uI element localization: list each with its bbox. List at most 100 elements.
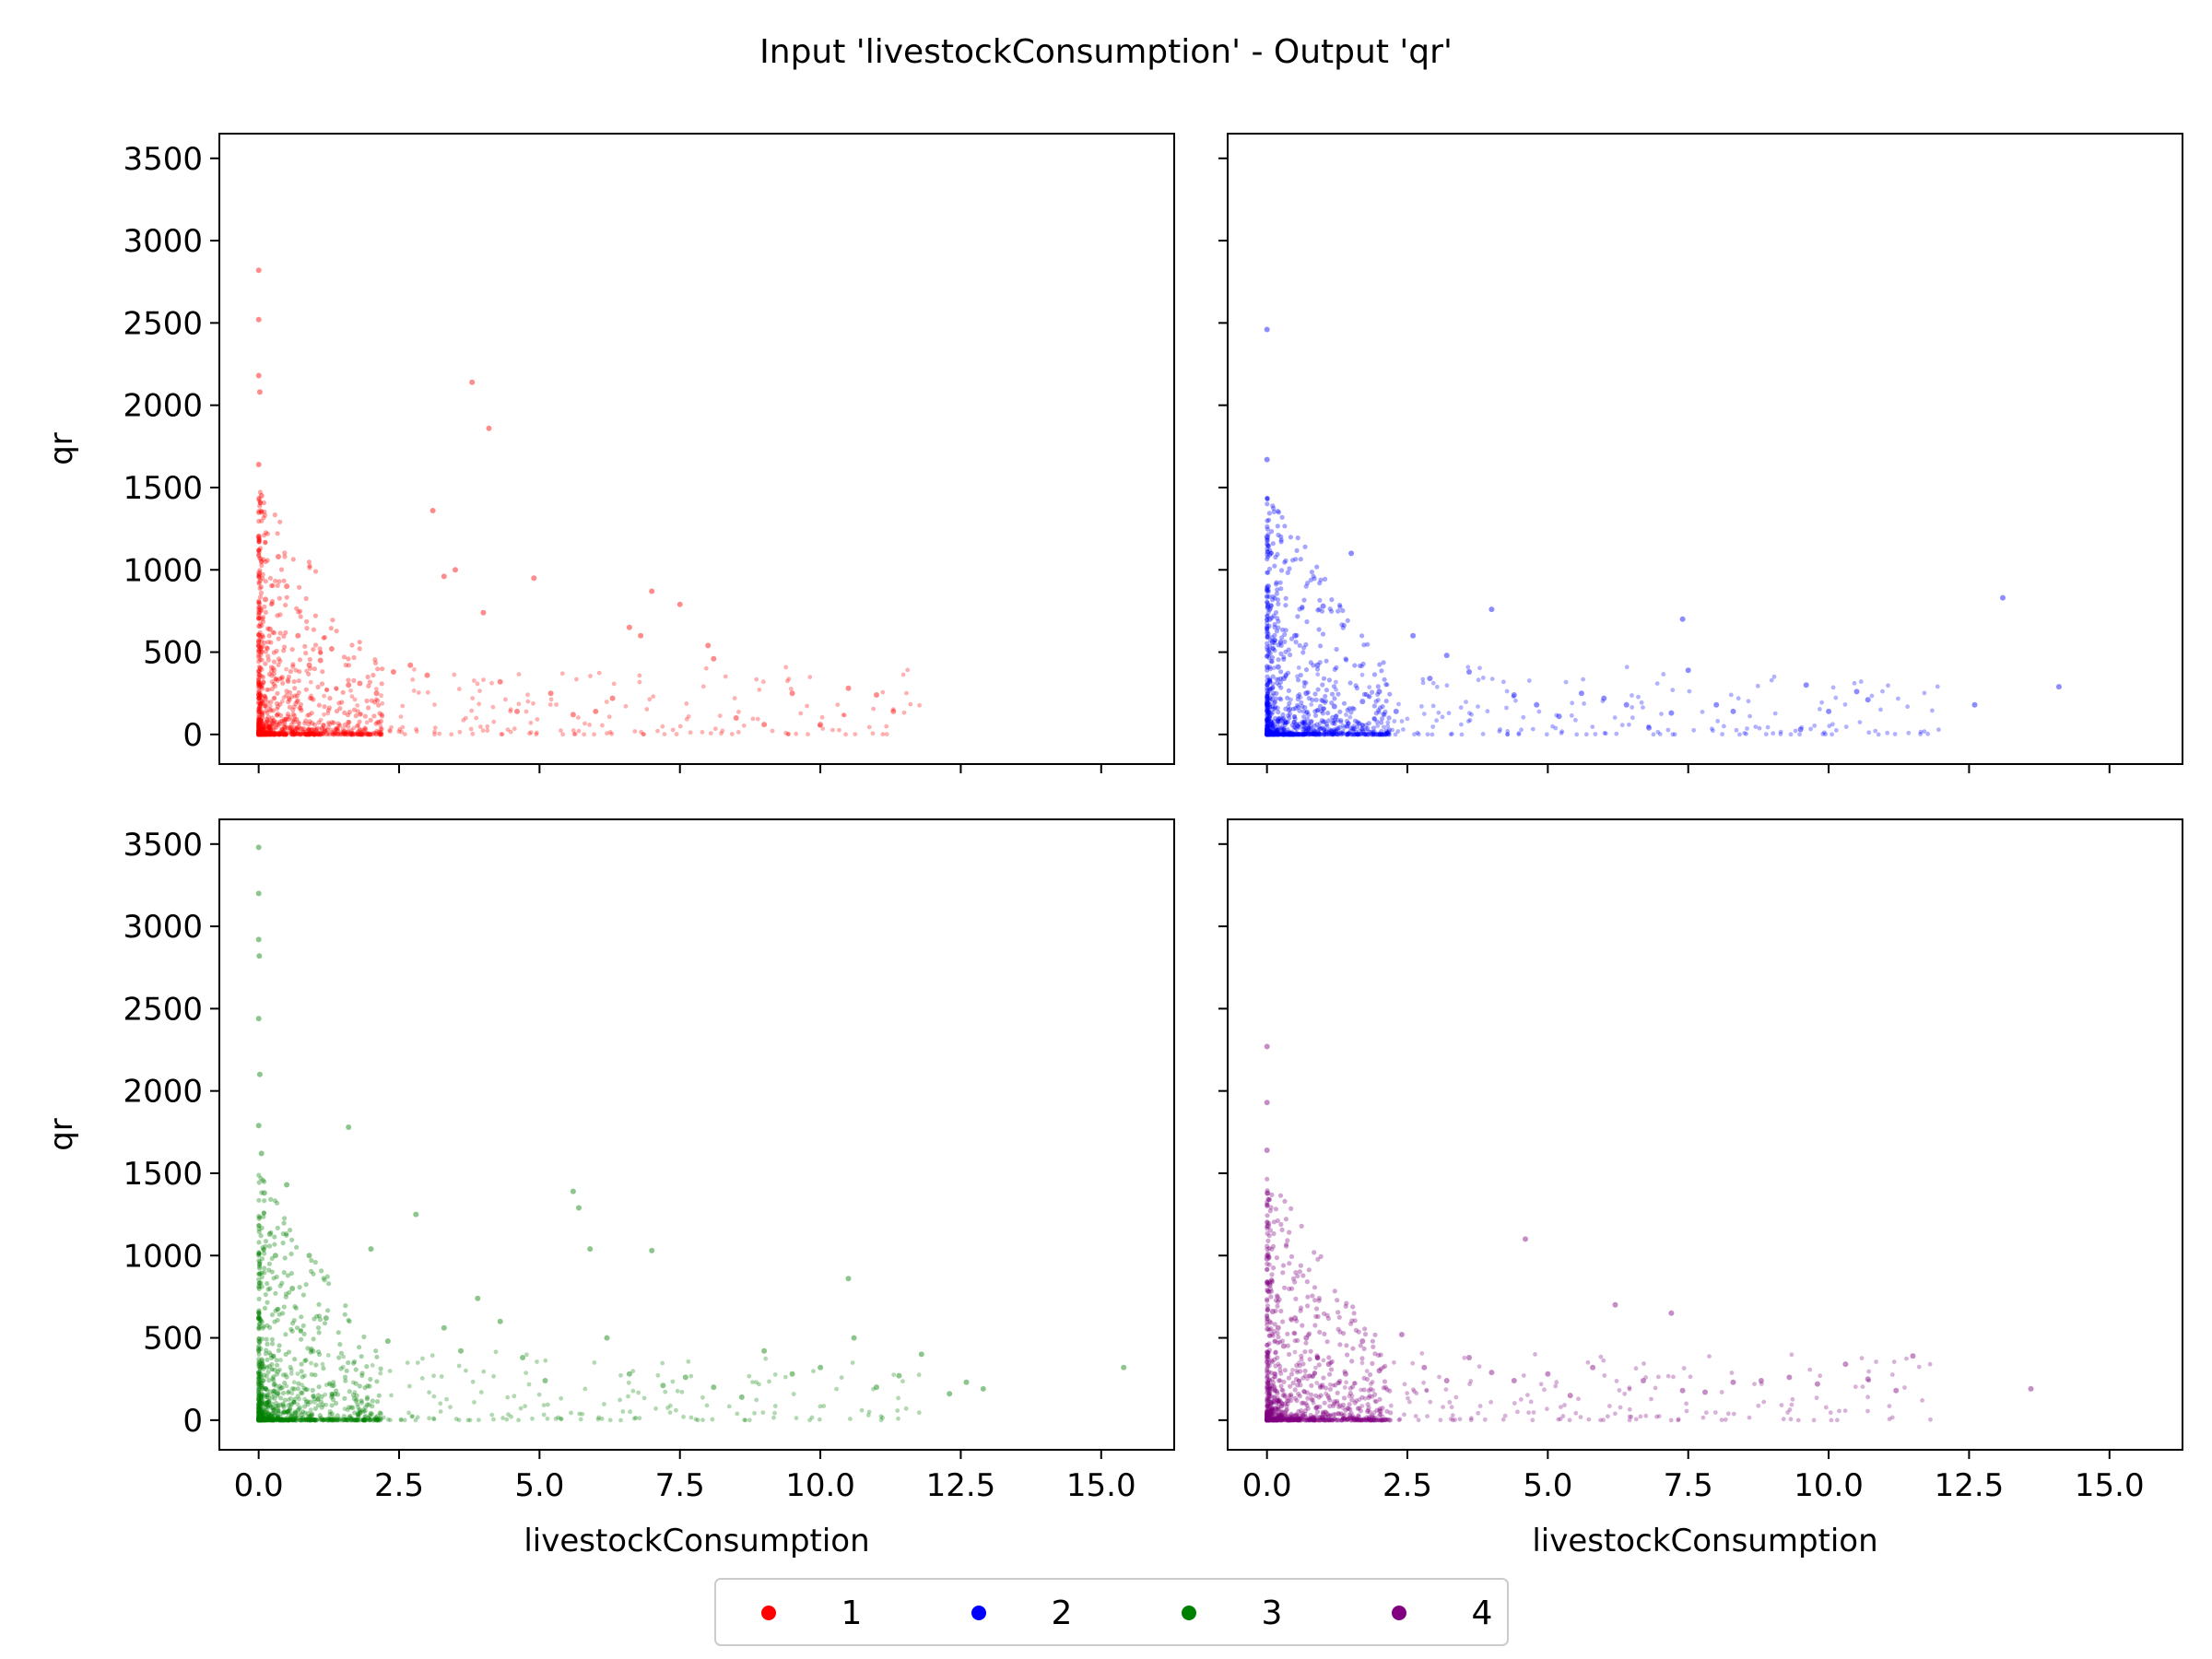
- scatter-point: [1437, 1374, 1441, 1380]
- scatter-point: [259, 1418, 265, 1423]
- scatter-point: [1368, 1386, 1373, 1392]
- scatter-point: [289, 726, 295, 732]
- scatter-point: [1322, 1418, 1327, 1423]
- scatter-point: [276, 662, 281, 668]
- scatter-point: [1270, 730, 1276, 735]
- scatter-point: [256, 723, 262, 728]
- scatter-point: [1288, 1392, 1294, 1397]
- scatter-point: [354, 1393, 359, 1398]
- scatter-point: [258, 1374, 265, 1380]
- scatter-point: [1265, 1404, 1271, 1409]
- scatter-point: [1299, 1353, 1304, 1359]
- scatter-point: [258, 731, 264, 736]
- scatter-point: [286, 678, 291, 685]
- scatter-point: [296, 1406, 301, 1412]
- scatter-point: [1265, 1349, 1271, 1355]
- scatter-point: [256, 1411, 262, 1417]
- scatter-point: [1303, 731, 1309, 736]
- scatter-point: [291, 704, 297, 710]
- scatter-point: [1274, 731, 1279, 736]
- scatter-point: [342, 729, 347, 735]
- scatter-point: [284, 666, 288, 672]
- scatter-point: [355, 709, 360, 714]
- scatter-point: [345, 1418, 350, 1423]
- scatter-point: [279, 1417, 285, 1422]
- scatter-point: [1367, 694, 1372, 700]
- scatter-point: [1278, 1371, 1284, 1376]
- scatter-point: [289, 1413, 295, 1418]
- scatter-point: [370, 1418, 375, 1423]
- data-point: [705, 642, 712, 649]
- scatter-point: [1332, 1288, 1337, 1294]
- scatter-point: [291, 1380, 297, 1385]
- scatter-point: [309, 1417, 314, 1422]
- scatter-point: [1267, 1411, 1274, 1417]
- scatter-point: [1300, 731, 1306, 737]
- scatter-point: [268, 700, 274, 705]
- scatter-point: [341, 1417, 347, 1422]
- scatter-point: [1292, 1395, 1298, 1401]
- scatter-point: [1291, 724, 1297, 730]
- scatter-point: [1288, 732, 1294, 737]
- data-point: [660, 1382, 666, 1389]
- scatter-point: [1271, 505, 1277, 512]
- scatter-point: [283, 732, 288, 737]
- scatter-point: [1342, 1418, 1347, 1423]
- scatter-point: [1265, 732, 1270, 737]
- scatter-point: [1265, 1199, 1270, 1205]
- scatter-point: [1311, 1417, 1316, 1422]
- scatter-point: [260, 1245, 265, 1251]
- scatter-point: [1553, 725, 1559, 731]
- scatter-point: [263, 559, 268, 565]
- scatter-point: [1927, 1361, 1933, 1367]
- data-point: [1668, 1310, 1675, 1316]
- scatter-point: [302, 729, 308, 735]
- scatter-point: [1386, 1418, 1392, 1423]
- scatter-point: [276, 1387, 281, 1392]
- scatter-point: [256, 1399, 262, 1405]
- scatter-point: [1348, 1321, 1354, 1326]
- scatter-point: [315, 725, 321, 731]
- scatter-point: [256, 709, 262, 714]
- scatter-point: [279, 699, 285, 704]
- scatter-point: [609, 731, 615, 736]
- scatter-point: [312, 1418, 318, 1423]
- scatter-point: [735, 730, 741, 735]
- scatter-point: [1302, 1407, 1309, 1414]
- scatter-point: [1277, 1339, 1283, 1345]
- scatter-point: [289, 1411, 295, 1417]
- scatter-point: [263, 726, 268, 733]
- scatter-point: [1288, 731, 1293, 736]
- scatter-point: [1265, 1353, 1270, 1359]
- scatter-point: [1265, 549, 1270, 555]
- scatter-point: [1414, 1391, 1419, 1396]
- scatter-point: [256, 1349, 262, 1354]
- scatter-point: [763, 1356, 769, 1361]
- scatter-point: [312, 1316, 317, 1322]
- scatter-point: [262, 512, 267, 518]
- scatter-point: [582, 732, 587, 737]
- scatter-point: [1357, 663, 1363, 669]
- scatter-point: [1278, 1418, 1284, 1423]
- scatter-point: [284, 1418, 289, 1423]
- scatter-point: [1265, 728, 1270, 734]
- scatter-point: [1305, 727, 1311, 733]
- scatter-point: [334, 686, 339, 691]
- scatter-point: [1424, 1388, 1430, 1394]
- scatter-point: [1295, 1337, 1300, 1343]
- scatter-point: [368, 732, 373, 737]
- scatter-point: [1265, 729, 1271, 735]
- scatter-point: [1326, 718, 1332, 724]
- scatter-point: [258, 731, 264, 737]
- scatter-point: [256, 1408, 262, 1414]
- scatter-point: [1265, 1386, 1270, 1392]
- scatter-point: [256, 1414, 262, 1419]
- scatter-point: [309, 1418, 314, 1423]
- scatter-point: [1265, 1349, 1270, 1355]
- scatter-point: [275, 1414, 280, 1419]
- scatter-point: [1273, 1417, 1278, 1422]
- scatter-point: [259, 717, 265, 723]
- scatter-point: [1340, 625, 1346, 630]
- scatter-point: [258, 727, 264, 733]
- scatter-point: [1354, 732, 1359, 737]
